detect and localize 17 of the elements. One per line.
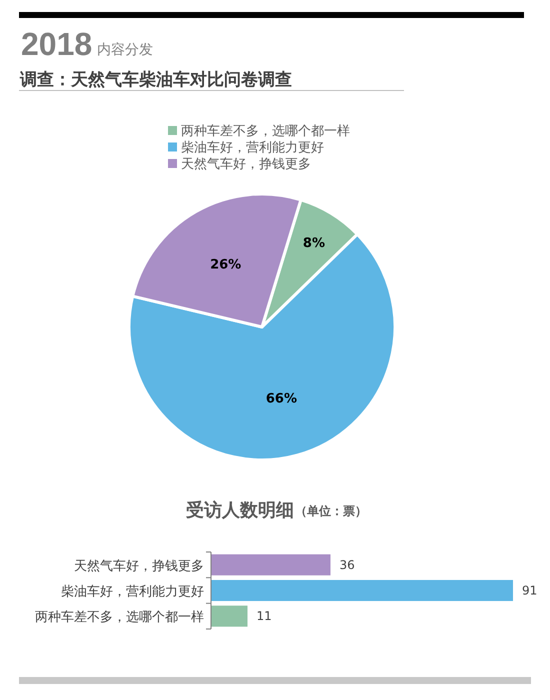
legend-label: 两种车差不多，选哪个都一样	[181, 124, 350, 139]
data-label: 26%	[210, 258, 242, 273]
legend-label: 柴油车好，营利能力更好	[181, 140, 324, 156]
y-tick-label: 柴油车好，营利能力更好	[61, 584, 204, 600]
text: 2018	[21, 26, 92, 62]
data-label: 66%	[266, 392, 297, 407]
data-label: 8%	[302, 236, 326, 251]
data-label: 91	[522, 584, 538, 598]
data-label: 11	[256, 609, 272, 624]
chart-title: 受访人数明细	[186, 500, 294, 521]
y-tick-label: 天然气车好，挣钱更多	[74, 558, 204, 574]
chart-title: 调查：天然气车柴油车对比问卷调查	[19, 70, 292, 90]
text: 内容分发	[97, 42, 154, 58]
y-tick-label: 两种车差不多，选哪个都一样	[35, 610, 204, 626]
chart-subtitle: （单位：票）	[295, 504, 367, 518]
legend-label: 天然气车好，挣钱更多	[181, 157, 311, 172]
data-label: 36	[339, 558, 355, 572]
